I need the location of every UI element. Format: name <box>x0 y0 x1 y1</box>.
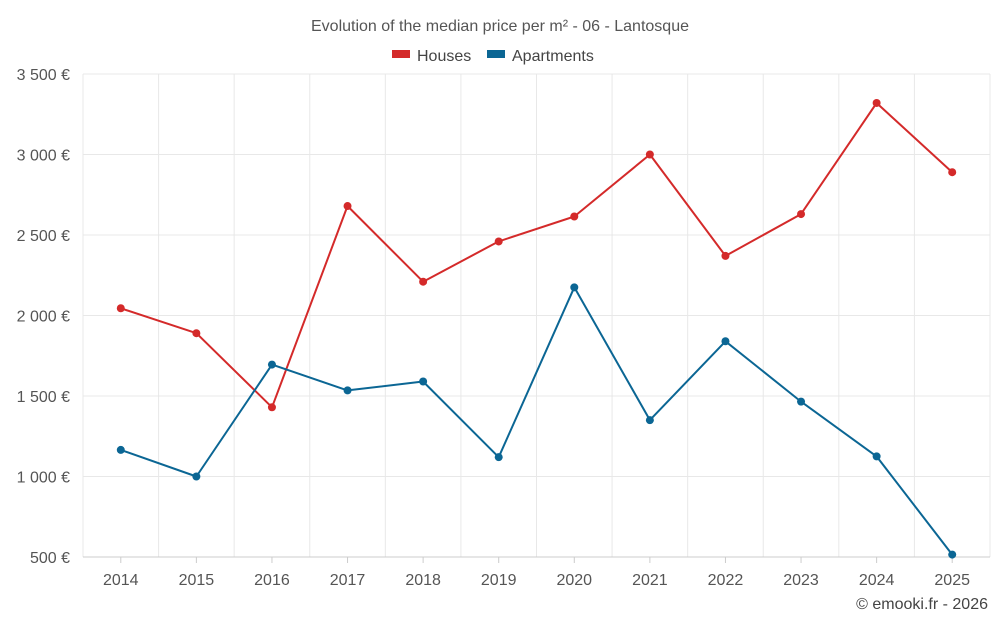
legend-label-houses: Houses <box>417 48 471 65</box>
y-tick-label: 3 000 € <box>17 148 70 165</box>
legend-swatch-houses <box>392 50 410 58</box>
legend-label-apartments: Apartments <box>512 48 594 65</box>
y-tick-label: 2 000 € <box>17 309 70 326</box>
x-tick-label: 2025 <box>934 572 970 589</box>
series-group <box>116 98 957 559</box>
x-tick-label: 2014 <box>103 572 139 589</box>
data-point-houses <box>570 212 579 221</box>
data-point-apartments <box>797 397 806 406</box>
grid <box>82 73 991 557</box>
x-tick-label: 2015 <box>179 572 215 589</box>
data-point-houses <box>343 202 352 211</box>
data-point-houses <box>948 168 957 177</box>
data-point-houses <box>721 251 730 260</box>
data-point-houses <box>267 403 276 412</box>
data-point-apartments <box>494 453 503 462</box>
data-point-houses <box>494 237 503 246</box>
series-line-houses <box>120 102 953 409</box>
data-point-houses <box>116 304 125 313</box>
data-point-apartments <box>192 472 201 481</box>
legend-swatch-apartments <box>487 50 505 58</box>
data-point-houses <box>872 98 881 107</box>
data-point-apartments <box>343 386 352 395</box>
data-point-apartments <box>872 452 881 461</box>
x-tick-label: 2019 <box>481 572 517 589</box>
y-tick-label: 1 000 € <box>17 470 70 487</box>
data-point-houses <box>645 150 654 159</box>
y-tick-label: 1 500 € <box>17 389 70 406</box>
data-point-apartments <box>419 377 428 386</box>
x-tick-label: 2023 <box>783 572 819 589</box>
y-tick-label: 500 € <box>30 550 70 567</box>
data-point-houses <box>797 210 806 219</box>
x-tick-label: 2016 <box>254 572 290 589</box>
series-line-apartments <box>120 286 953 556</box>
x-axis: 2014 2015 2016 2017 2018 2019 2020 2021 2022 2023… <box>83 556 990 589</box>
legend: Houses Apartments <box>392 48 594 65</box>
x-tick-label: 2020 <box>556 572 592 589</box>
credit-text: © emooki.fr - 2026 <box>856 596 988 613</box>
y-tick-label: 3 500 € <box>17 67 70 84</box>
x-tick-label: 2022 <box>708 572 744 589</box>
x-tick-label: 2018 <box>405 572 441 589</box>
x-tick-label: 2017 <box>330 572 366 589</box>
data-point-apartments <box>570 283 579 292</box>
data-point-apartments <box>116 445 125 454</box>
data-point-houses <box>419 277 428 286</box>
y-axis: 500 € 1 000 € 1 500 € 2 000 € 2 500 € 3 000 €… <box>17 67 70 567</box>
data-point-apartments <box>267 360 276 369</box>
x-tick-label: 2021 <box>632 572 668 589</box>
data-point-houses <box>192 329 201 338</box>
data-point-apartments <box>645 416 654 425</box>
x-tick-label: 2024 <box>859 572 895 589</box>
data-point-apartments <box>721 337 730 346</box>
chart-title: Evolution of the median price per m² - 0… <box>311 18 689 35</box>
data-point-apartments <box>948 550 957 559</box>
y-tick-label: 2 500 € <box>17 228 70 245</box>
